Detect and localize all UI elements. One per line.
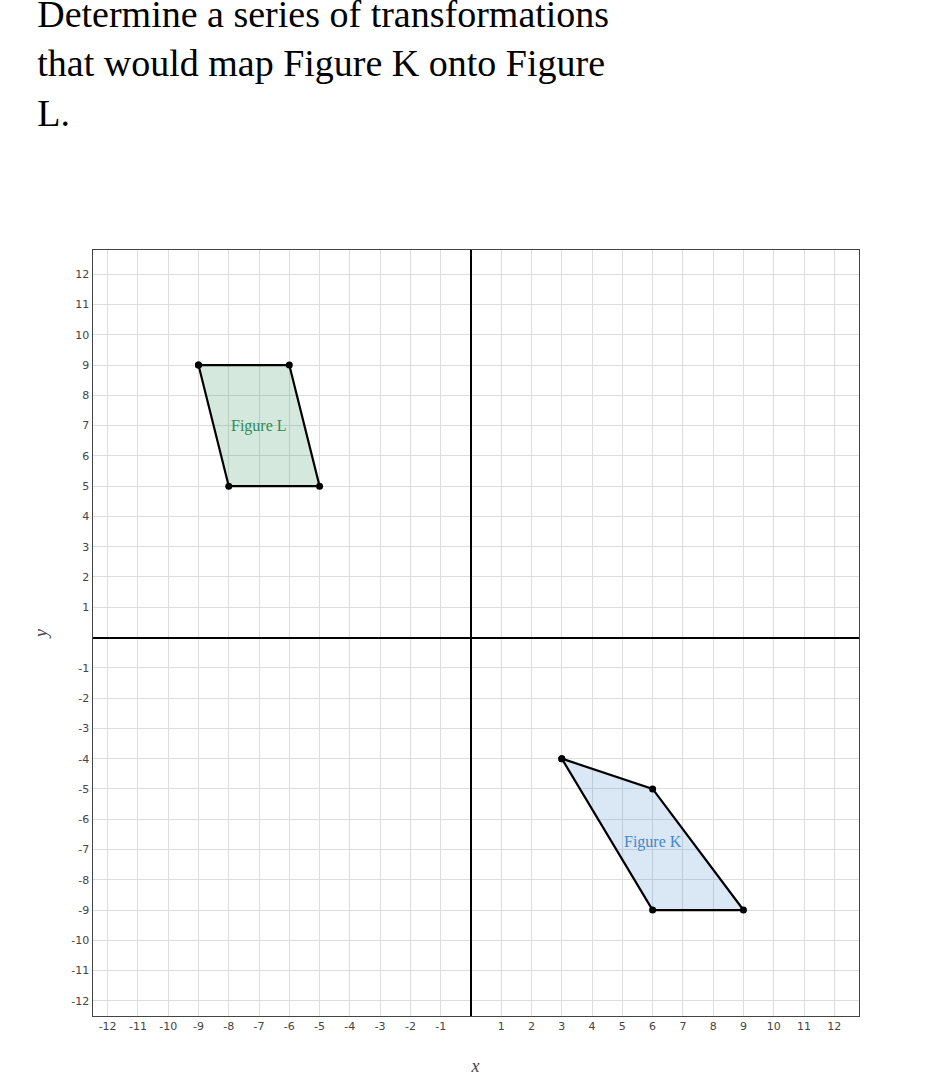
svg-text:-2: -2 xyxy=(405,1020,416,1033)
svg-text:-10: -10 xyxy=(159,1020,177,1033)
svg-text:7: 7 xyxy=(679,1020,686,1033)
svg-text:Figure K: Figure K xyxy=(624,833,682,851)
svg-text:-1: -1 xyxy=(78,662,89,675)
svg-text:Determine a series of transfor: Determine a series of transformationstha… xyxy=(37,0,609,134)
svg-text:-5: -5 xyxy=(78,783,89,796)
svg-text:2: 2 xyxy=(82,571,89,584)
svg-text:10: 10 xyxy=(767,1020,781,1033)
svg-text:8: 8 xyxy=(710,1020,717,1033)
svg-text:3: 3 xyxy=(558,1020,565,1033)
svg-text:-3: -3 xyxy=(375,1020,386,1033)
svg-text:-11: -11 xyxy=(129,1020,147,1033)
svg-text:y: y xyxy=(31,629,51,639)
svg-text:5: 5 xyxy=(619,1020,626,1033)
svg-text:x: x xyxy=(471,1056,480,1076)
svg-text:-9: -9 xyxy=(78,904,89,917)
svg-text:-7: -7 xyxy=(78,843,89,856)
svg-text:Figure L: Figure L xyxy=(231,417,287,435)
svg-text:9: 9 xyxy=(740,1020,747,1033)
svg-text:-4: -4 xyxy=(344,1020,355,1033)
svg-text:-4: -4 xyxy=(78,753,89,766)
svg-text:11: 11 xyxy=(797,1020,811,1033)
svg-text:1: 1 xyxy=(498,1020,505,1033)
svg-text:-6: -6 xyxy=(78,813,89,826)
svg-text:-7: -7 xyxy=(254,1020,265,1033)
svg-text:11: 11 xyxy=(75,298,89,311)
svg-text:9: 9 xyxy=(82,359,89,372)
svg-text:3: 3 xyxy=(82,541,89,554)
svg-text:-12: -12 xyxy=(99,1020,117,1033)
svg-text:12: 12 xyxy=(827,1020,841,1033)
svg-text:-5: -5 xyxy=(314,1020,325,1033)
svg-text:7: 7 xyxy=(82,419,89,432)
svg-text:-8: -8 xyxy=(223,1020,234,1033)
svg-text:-10: -10 xyxy=(71,934,89,947)
svg-text:-3: -3 xyxy=(78,722,89,735)
svg-text:6: 6 xyxy=(82,450,89,463)
svg-text:5: 5 xyxy=(82,480,89,493)
svg-text:10: 10 xyxy=(75,329,89,342)
svg-text:-2: -2 xyxy=(78,692,89,705)
svg-text:-6: -6 xyxy=(284,1020,295,1033)
svg-text:-1: -1 xyxy=(435,1020,446,1033)
svg-text:4: 4 xyxy=(589,1020,596,1033)
svg-text:8: 8 xyxy=(82,389,89,402)
svg-text:-8: -8 xyxy=(78,874,89,887)
svg-text:4: 4 xyxy=(82,510,89,523)
svg-text:-9: -9 xyxy=(193,1020,204,1033)
svg-text:6: 6 xyxy=(649,1020,656,1033)
svg-text:-11: -11 xyxy=(71,964,89,977)
svg-text:2: 2 xyxy=(528,1020,535,1033)
svg-text:-12: -12 xyxy=(71,995,89,1008)
svg-text:12: 12 xyxy=(75,268,89,281)
svg-text:1: 1 xyxy=(82,601,89,614)
